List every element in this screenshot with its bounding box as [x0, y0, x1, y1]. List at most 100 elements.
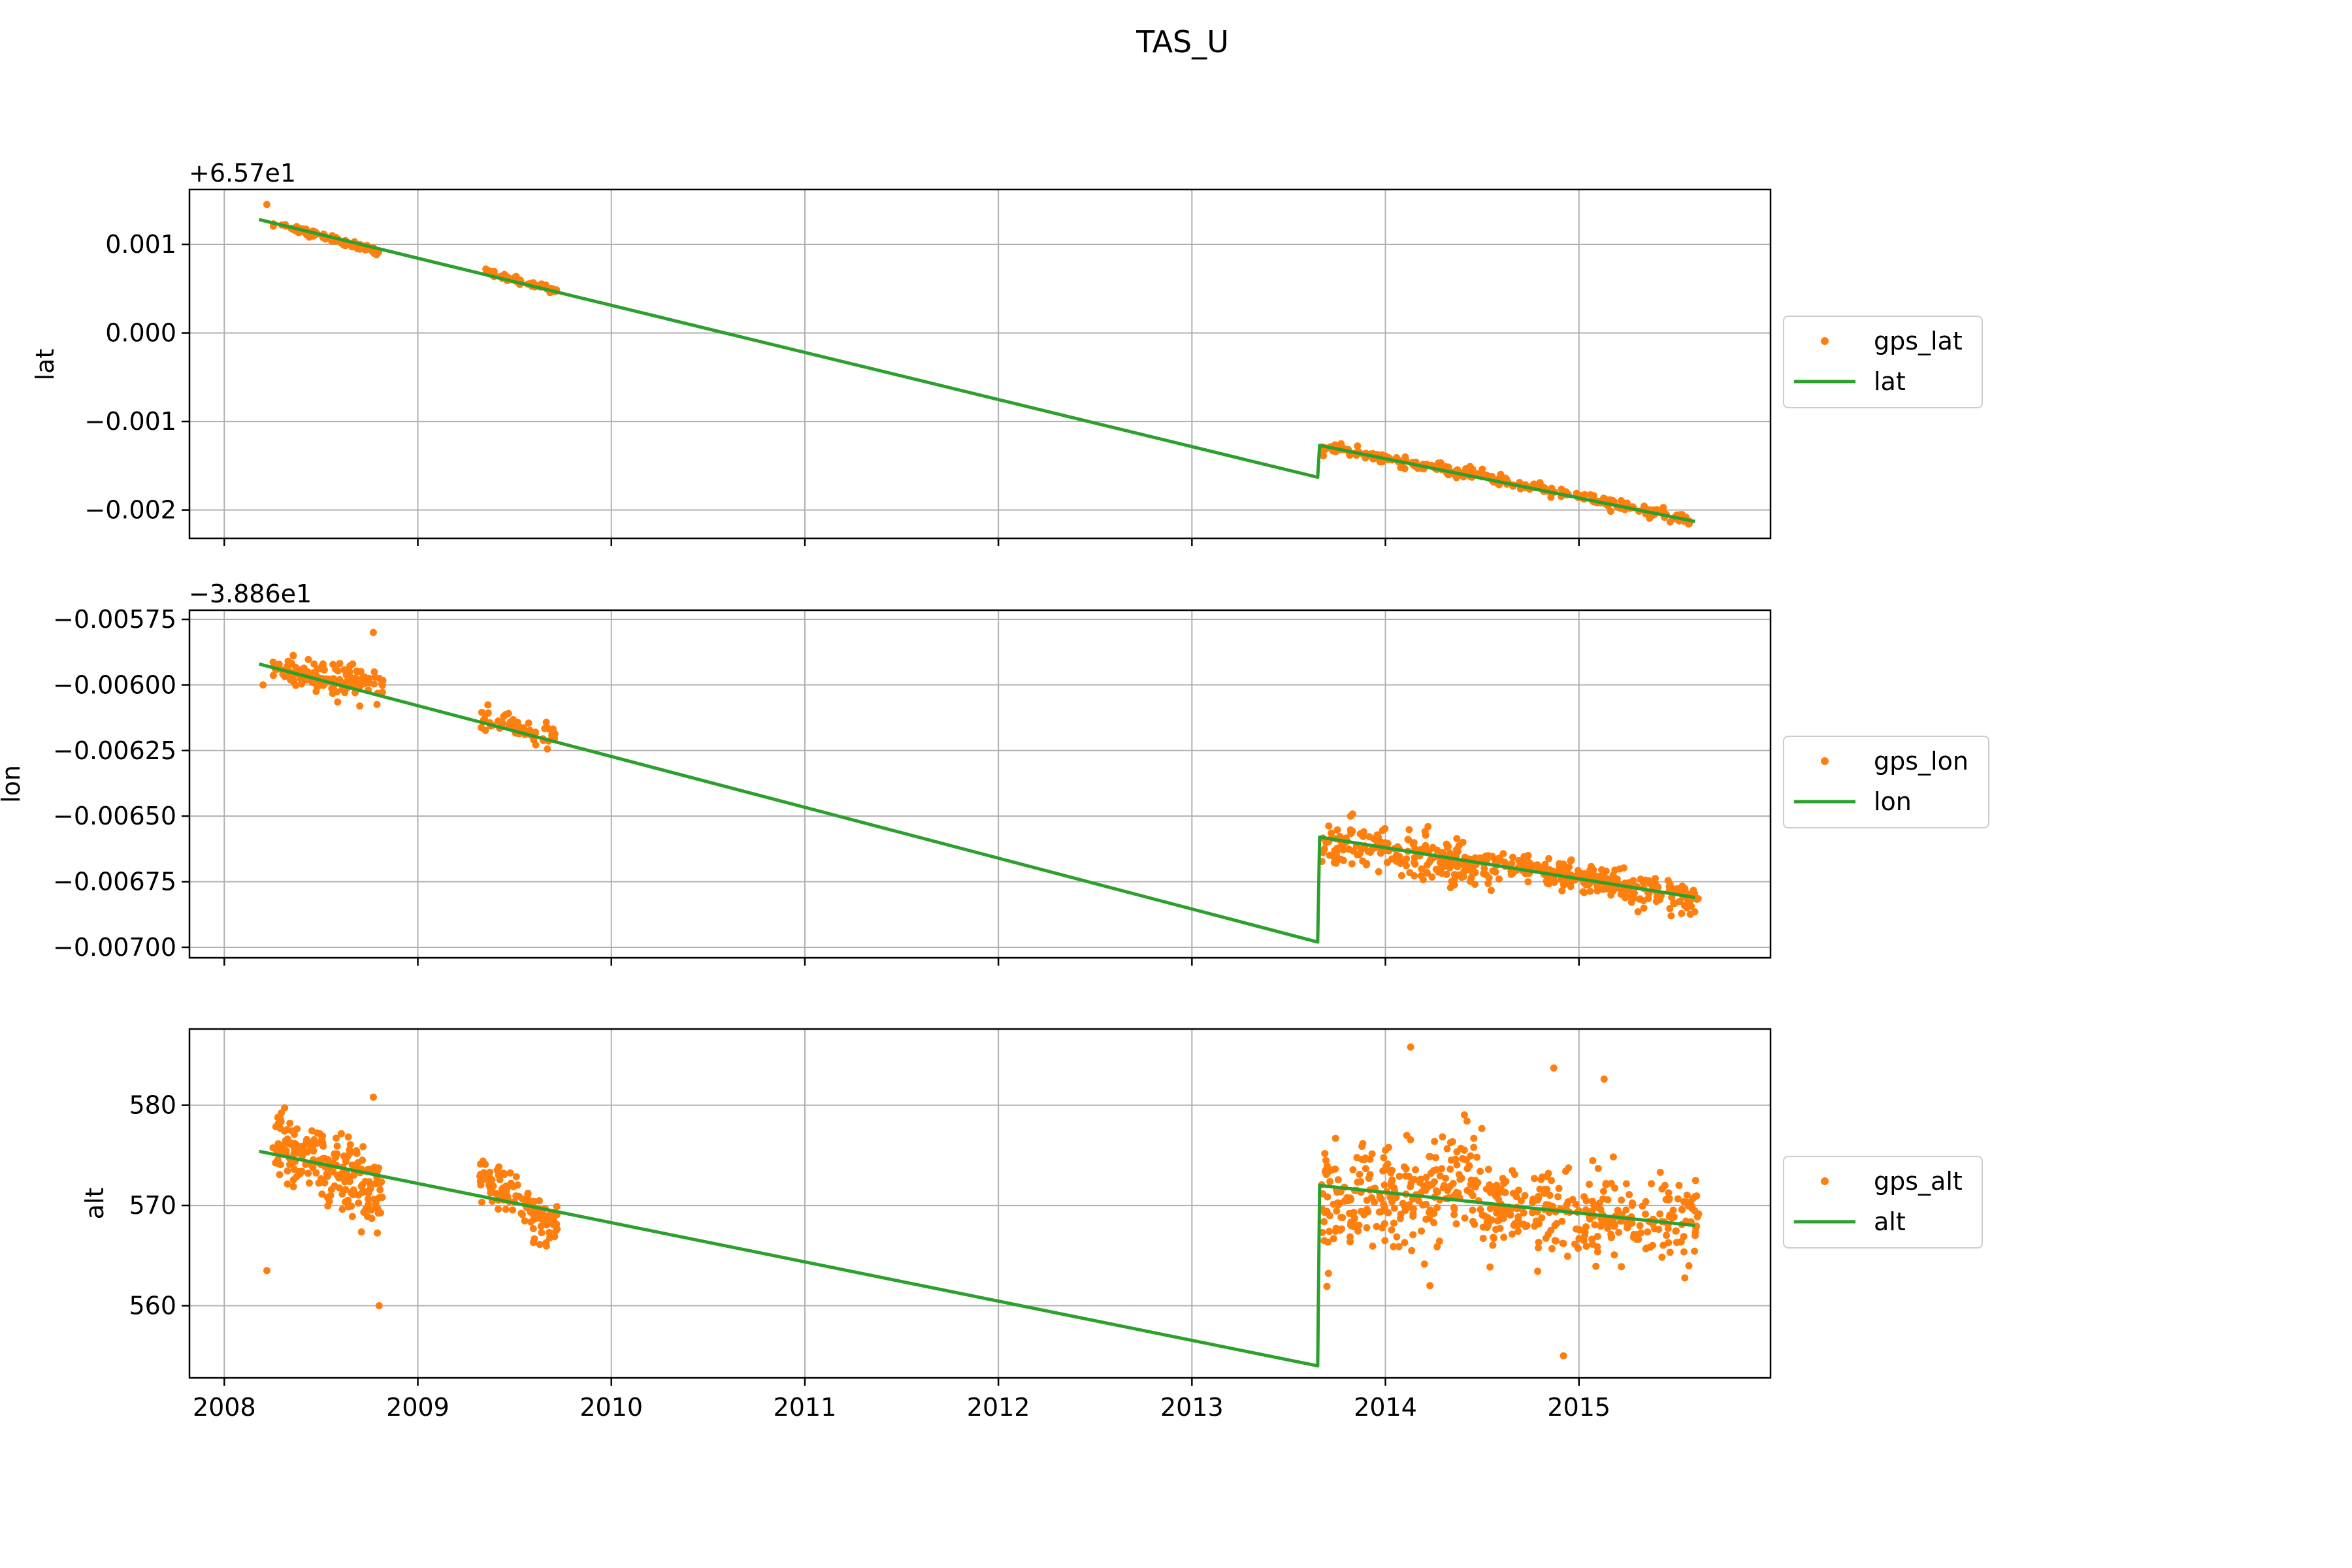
alt-gps-point [277, 1118, 285, 1126]
lon-gps-point [1446, 862, 1454, 870]
alt-gps-point [364, 1213, 371, 1220]
alt-gps-point [355, 1199, 363, 1207]
lon-grid [189, 610, 1771, 958]
lon-gps-point [1671, 900, 1678, 907]
lon-gps-point [336, 660, 344, 668]
lon-y-tick-label: −0.00575 [53, 605, 176, 634]
alt-gps-point [495, 1205, 502, 1213]
lon-gps-point [1403, 862, 1410, 870]
lon-legend-gps-label: gps_lon [1874, 747, 1968, 776]
alt-gps-point [1390, 1243, 1397, 1250]
lat-gps-point [1319, 447, 1327, 455]
alt-gps-point [289, 1183, 297, 1190]
alt-gps-point [1426, 1282, 1434, 1290]
lon-gps-point [1558, 887, 1566, 894]
alt-gps-point [1604, 1196, 1612, 1203]
lon-gps-point [1477, 854, 1484, 862]
alt-gps-point [1514, 1221, 1522, 1229]
lon-legend-gps-marker [1821, 757, 1829, 765]
figure-title: TAS_U [1135, 24, 1229, 59]
x-tick-label: 2010 [580, 1393, 643, 1422]
alt-gps-point [374, 1166, 382, 1174]
lon-gps-point [319, 681, 327, 689]
lon-gps-point [1418, 865, 1426, 873]
lat-gps-point [1659, 504, 1667, 512]
alt-gps-point [291, 1139, 299, 1147]
alt-gps-point [1431, 1178, 1439, 1186]
lat-gps-point [1606, 496, 1614, 504]
alt-gps-point [1618, 1196, 1625, 1204]
lon-gps-point [369, 629, 377, 636]
lon-gps-point [1484, 879, 1492, 887]
alt-gps-point [1369, 1242, 1377, 1250]
alt-gps-point [1514, 1228, 1522, 1235]
alt-gps-point [1446, 1166, 1454, 1173]
alt-gps-point [344, 1203, 352, 1211]
alt-gps-point [1477, 1205, 1484, 1213]
lat-gps-point [1678, 511, 1686, 519]
lon-gps-point [310, 660, 318, 668]
lon-gps-point [1411, 854, 1418, 862]
alt-gps-point [1320, 1209, 1328, 1217]
lat-y-tick-label: 0.001 [105, 230, 176, 259]
lat-panel: +6.57e1 lat 0.001 0.000 −0.001 −0.002 gps_l… [31, 159, 1983, 546]
lon-gps-point [342, 678, 350, 685]
alt-gps-point [1334, 1176, 1342, 1184]
alt-gps-point [306, 1179, 313, 1187]
lat-gps-point [263, 201, 270, 208]
alt-gps-point [493, 1166, 501, 1174]
alt-gps-point [1680, 1248, 1688, 1256]
lat-gps-point [1320, 452, 1328, 460]
alt-gps-point [372, 1199, 380, 1207]
alt-gps-point [1412, 1166, 1419, 1173]
lon-y-tick-label: −0.00625 [53, 736, 176, 765]
alt-axes-frame [188, 1028, 1772, 1379]
alt-gps-point [1469, 1192, 1477, 1200]
lon-gps-point [1640, 897, 1648, 905]
alt-gps-point [1643, 1244, 1650, 1252]
alt-gps-point [1346, 1209, 1353, 1217]
lon-gps-point [1579, 888, 1587, 896]
alt-gps-point [1522, 1223, 1529, 1230]
lon-gps-point [365, 674, 373, 682]
alt-gps-point [1393, 1233, 1401, 1241]
alt-gps-point [1324, 1269, 1332, 1277]
alt-gps-point [1363, 1224, 1371, 1232]
lon-gps-point [1524, 878, 1532, 886]
lat-gps-point [1354, 442, 1362, 450]
alt-gps-point [1461, 1214, 1469, 1222]
alt-gps-point [1424, 1181, 1431, 1188]
alt-gps-point [519, 1211, 526, 1218]
lon-gps-point [1333, 826, 1341, 834]
alt-gps-point [308, 1127, 316, 1135]
alt-gps-point [1463, 1165, 1471, 1173]
lat-offset-label: +6.57e1 [189, 159, 296, 188]
alt-gps-point [269, 1144, 277, 1152]
alt-gps-point [1500, 1233, 1508, 1241]
alt-gps-point [1431, 1137, 1439, 1145]
alt-gps-point [1450, 1203, 1458, 1211]
alt-gps-point [357, 1228, 365, 1236]
alt-gps-point [1486, 1205, 1494, 1213]
lon-gps-point [1611, 866, 1619, 874]
alt-gps-point [1622, 1180, 1630, 1188]
lon-gps-point [318, 662, 326, 670]
alt-gps-point [1581, 1232, 1589, 1239]
lon-gps-point [282, 672, 290, 680]
alt-gps-point [1447, 1156, 1455, 1164]
alt-gps-point [1678, 1206, 1686, 1214]
alt-gps-point [1593, 1248, 1601, 1256]
alt-gps-point [1537, 1175, 1545, 1183]
lon-gps-point [1423, 861, 1431, 869]
alt-gps-point [1334, 1199, 1341, 1207]
alt-gps-point [1450, 1211, 1458, 1218]
alt-gps-point [1477, 1168, 1484, 1175]
alt-gps-point [1471, 1183, 1478, 1190]
lon-axis-label: lon [0, 765, 25, 803]
alt-gps-point [347, 1189, 355, 1197]
alt-gps-point [1396, 1173, 1403, 1180]
alt-gps-point [1349, 1166, 1357, 1173]
alt-gps-point [1435, 1237, 1443, 1245]
alt-gps-point [1571, 1240, 1578, 1248]
